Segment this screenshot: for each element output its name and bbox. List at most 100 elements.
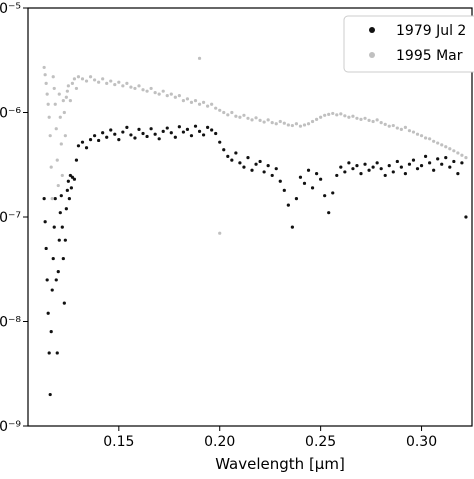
data-point-series-0 [56, 270, 60, 274]
data-point-series-0 [74, 158, 79, 162]
data-point-series-0 [66, 179, 70, 183]
data-point-series-0 [177, 125, 181, 129]
data-point-series-1 [331, 111, 335, 116]
data-point-series-1 [246, 116, 250, 120]
data-point-series-1 [45, 92, 49, 96]
data-point-series-1 [355, 116, 359, 120]
data-point-series-0 [88, 138, 93, 142]
data-point-series-1 [56, 183, 60, 188]
data-point-series-1 [327, 112, 331, 116]
data-point-series-0 [444, 156, 448, 160]
data-point-series-1 [290, 123, 294, 128]
data-point-series-0 [76, 144, 81, 148]
data-point-series-1 [70, 81, 74, 85]
data-point-series-0 [411, 158, 416, 162]
data-point-series-0 [49, 330, 53, 334]
data-point-series-1 [50, 197, 54, 201]
data-point-series-1 [375, 118, 379, 122]
data-point-series-0 [428, 161, 432, 165]
data-point-series-0 [101, 131, 105, 135]
data-point-series-0 [165, 126, 169, 130]
data-point-series-0 [173, 135, 177, 139]
data-point-series-0 [436, 157, 440, 161]
data-point-series-1 [214, 106, 218, 110]
data-point-series-1 [310, 119, 315, 124]
data-point-series-0 [65, 188, 69, 192]
data-point-series-1 [436, 141, 440, 145]
legend-marker-1979 [369, 27, 375, 33]
data-point-series-1 [133, 86, 137, 91]
data-point-series-0 [185, 127, 190, 131]
data-point-series-0 [67, 197, 71, 201]
data-point-series-1 [49, 165, 53, 169]
data-point-series-1 [97, 80, 101, 84]
data-point-series-1 [129, 85, 133, 89]
data-point-series-0 [210, 128, 214, 132]
legend-label-1979: 1979 Jul 2 [396, 23, 466, 39]
data-point-series-1 [145, 89, 149, 93]
data-point-series-0 [419, 164, 424, 168]
data-point-series-0 [57, 238, 61, 242]
data-point-series-0 [254, 162, 258, 166]
data-point-series-0 [62, 301, 66, 305]
data-point-series-1 [68, 98, 72, 103]
data-point-series-1 [226, 113, 230, 117]
data-point-series-1 [411, 130, 416, 134]
data-point-series-1 [63, 134, 67, 138]
data-point-series-1 [456, 151, 460, 155]
data-point-series-1 [210, 102, 214, 106]
data-point-series-1 [302, 123, 307, 127]
data-point-series-0 [423, 154, 428, 159]
data-point-series-0 [234, 151, 238, 155]
data-point-series-0 [113, 132, 117, 136]
data-point-series-1 [399, 127, 403, 131]
data-point-series-1 [395, 126, 399, 130]
data-point-series-0 [193, 124, 198, 128]
data-point-series-0 [278, 179, 282, 183]
data-point-series-0 [197, 129, 202, 133]
data-point-series-0 [47, 351, 51, 355]
data-point-series-0 [399, 165, 403, 169]
data-point-series-0 [50, 288, 54, 292]
data-point-series-1 [43, 73, 47, 77]
data-point-series-0 [403, 172, 407, 176]
data-point-series-0 [359, 172, 363, 176]
legend-label-1995: 1995 Mar [396, 48, 463, 64]
data-point-series-0 [371, 165, 375, 169]
x-axis: 0.15 0.20 0.25 0.30 [103, 426, 437, 450]
data-point-series-0 [153, 132, 157, 136]
data-point-series-0 [97, 138, 101, 143]
data-point-series-1 [278, 119, 282, 124]
data-point-series-1 [218, 231, 222, 235]
data-point-series-0 [298, 175, 303, 179]
data-point-series-0 [84, 146, 89, 150]
data-point-series-1 [379, 121, 383, 125]
data-point-series-1 [351, 114, 355, 118]
data-point-series-0 [181, 130, 185, 134]
data-point-series-0 [72, 177, 77, 181]
data-point-series-1 [66, 84, 70, 88]
data-point-series-1 [323, 113, 327, 117]
data-point-series-0 [55, 351, 59, 355]
data-point-series-1 [339, 112, 343, 116]
data-point-series-0 [52, 225, 56, 229]
y-tick-label: 10⁻⁵ [0, 1, 21, 17]
data-point-series-0 [238, 161, 242, 165]
data-point-series-0 [189, 134, 194, 138]
data-point-series-0 [266, 164, 270, 168]
data-point-series-1 [64, 95, 68, 99]
data-point-series-0 [331, 191, 335, 195]
data-point-series-1 [222, 110, 226, 115]
data-point-series-0 [383, 173, 387, 178]
data-point-series-1 [419, 134, 424, 138]
data-point-series-0 [105, 135, 109, 139]
data-point-series-1 [298, 124, 303, 128]
legend-box [343, 15, 474, 73]
data-point-series-0 [407, 162, 412, 166]
data-point-series-0 [448, 165, 452, 169]
data-point-series-1 [44, 81, 48, 85]
data-point-series-0 [440, 162, 444, 166]
data-point-series-1 [428, 137, 432, 141]
data-point-series-0 [61, 256, 65, 261]
